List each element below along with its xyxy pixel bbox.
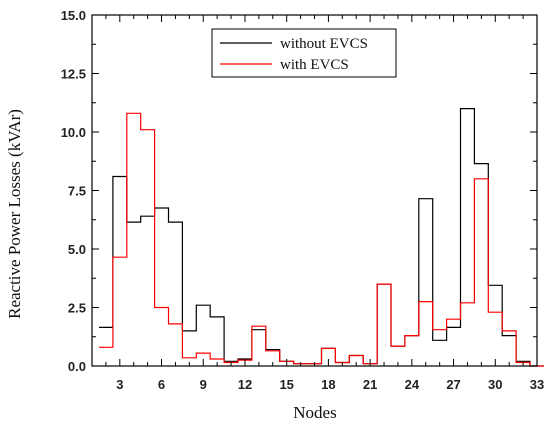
x-axis-title: Nodes	[293, 403, 336, 422]
x-tick-label: 9	[200, 377, 207, 392]
series-line-1	[99, 108, 544, 367]
plot-area	[99, 108, 544, 367]
x-tick-label: 33	[530, 377, 544, 392]
x-tick-label: 21	[363, 377, 377, 392]
y-tick-label: 0.0	[68, 359, 86, 374]
x-tick-label: 24	[405, 377, 420, 392]
x-tick-label: 30	[488, 377, 502, 392]
x-tick-label: 18	[321, 377, 335, 392]
x-tick-label: 15	[279, 377, 293, 392]
x-tick-label: 6	[158, 377, 165, 392]
legend-label-2: with EVCS	[280, 57, 349, 73]
legend-label-1: without EVCS	[280, 36, 368, 52]
x-tick-label: 3	[116, 377, 123, 392]
legend-box	[211, 28, 397, 78]
y-tick-label: 7.5	[68, 184, 86, 199]
x-tick-label: 27	[446, 377, 460, 392]
y-tick-label: 12.5	[61, 67, 86, 82]
y-axis-title: Reactive Power Losses (kVAr)	[5, 109, 24, 319]
legend: without EVCS with EVCS	[211, 28, 397, 78]
y-tick-label: 2.5	[68, 301, 86, 316]
y-tick-label: 5.0	[68, 242, 86, 257]
series-line-2	[99, 112, 544, 367]
axes: 3 6 9 12 15 18 21 24 27 30 33 0.0 2.5 5.0 7.5 10.0 12.5 1…	[61, 8, 545, 392]
y-tick-label: 15.0	[61, 8, 86, 23]
x-tick-label: 12	[238, 377, 252, 392]
y-tick-label: 10.0	[61, 125, 86, 140]
